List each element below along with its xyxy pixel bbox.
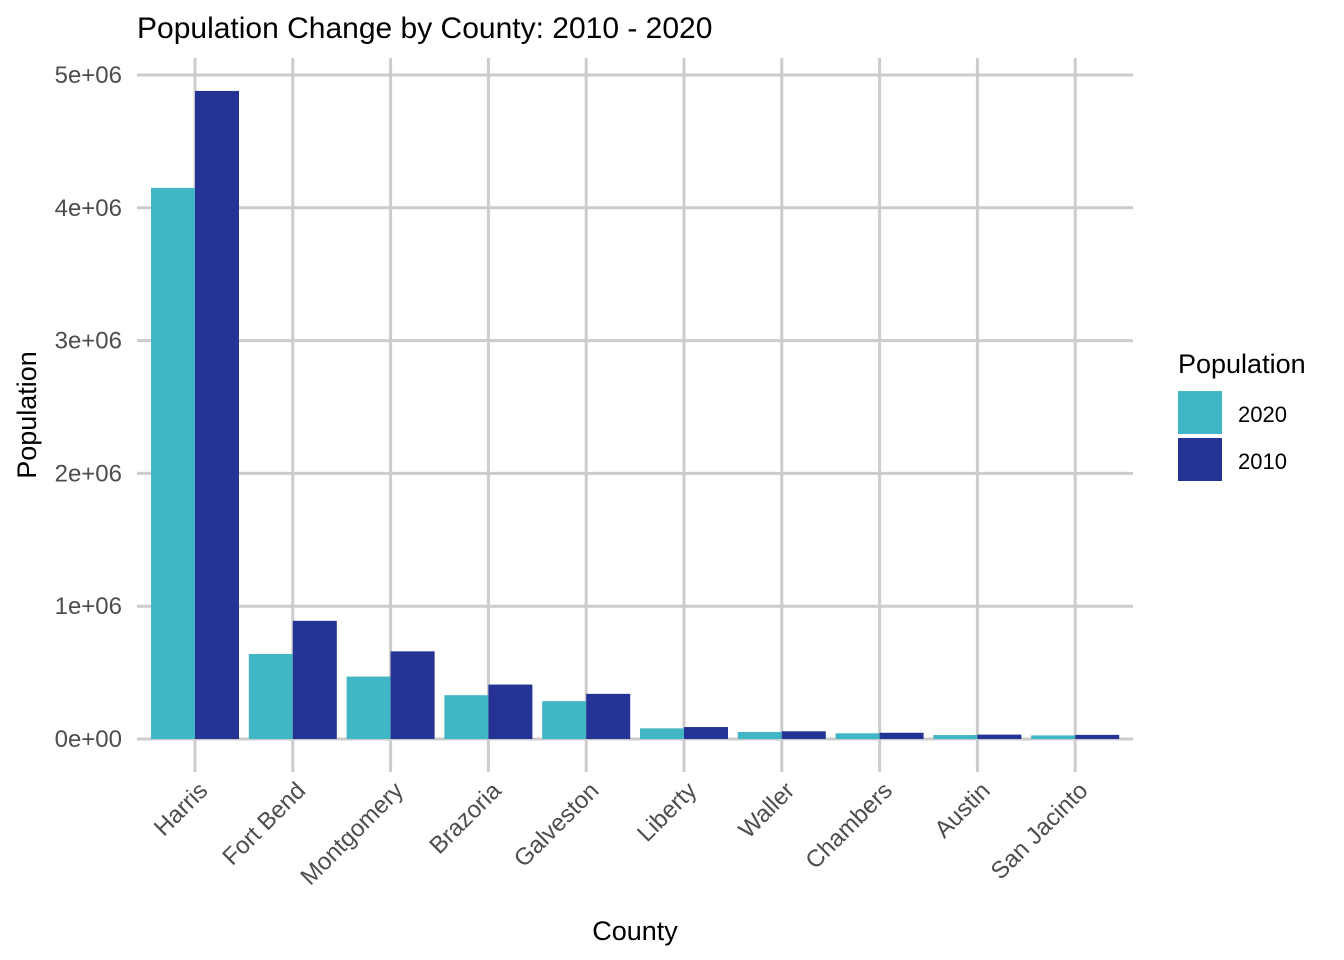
bar-2010-austin	[977, 734, 1022, 739]
x-tick-label: Montgomery	[295, 777, 408, 890]
bar-2010-montgomery	[390, 651, 435, 739]
y-tick-label: 3e+06	[55, 328, 122, 355]
y-tick-labels: 0e+00 1e+06 2e+06 3e+06 4e+06 5e+06	[55, 62, 122, 753]
bar-2010-waller	[781, 731, 826, 739]
y-tick-label: 0e+00	[55, 726, 122, 753]
y-tick-label: 4e+06	[55, 195, 122, 222]
bar-2010-brazoria	[488, 684, 533, 739]
x-tick-label: Galveston	[509, 777, 605, 873]
bar-2010-chambers	[879, 732, 924, 739]
chart-title: Population Change by County: 2010 - 2020	[137, 12, 712, 45]
bar-2020-fort-bend	[248, 654, 293, 739]
legend: Population 2020 2010	[1178, 349, 1306, 481]
x-tick-label: Harris	[149, 777, 213, 841]
bar-2020-liberty	[640, 728, 684, 739]
x-axis-title: County	[592, 916, 678, 946]
bar-2020-brazoria	[444, 695, 489, 739]
bar-2010-galveston	[586, 693, 631, 739]
legend-label-2020: 2020	[1238, 402, 1287, 427]
y-tick-label: 1e+06	[55, 593, 122, 620]
bar-2020-waller	[737, 731, 782, 739]
x-tick-label: Fort Bend	[217, 777, 311, 871]
y-axis-title: Population	[12, 351, 42, 479]
legend-swatch-2020	[1178, 391, 1222, 434]
bar-2020-austin	[933, 735, 978, 739]
bar-2010-liberty	[684, 727, 728, 739]
bar-2010-fort-bend	[292, 620, 337, 739]
bar-2020-galveston	[542, 701, 587, 739]
bar-2020-montgomery	[346, 676, 391, 739]
x-tick-label: Waller	[733, 777, 800, 844]
x-tick-label: Liberty	[632, 777, 702, 847]
bar-2020-san-jacinto	[1031, 735, 1076, 739]
x-tick-label: Austin	[929, 777, 995, 843]
legend-title: Population	[1178, 349, 1306, 379]
bar-2010-harris	[195, 90, 239, 740]
bars	[151, 90, 1120, 740]
bar-2010-san-jacinto	[1075, 734, 1120, 739]
gridlines	[137, 58, 1133, 772]
legend-swatch-2010	[1178, 438, 1222, 481]
y-tick-label: 5e+06	[55, 62, 122, 89]
bar-2020-harris	[151, 187, 195, 739]
x-tick-label: Chambers	[800, 777, 897, 874]
bar-2020-chambers	[835, 733, 880, 739]
legend-label-2010: 2010	[1238, 449, 1287, 474]
x-tick-label: San Jacinto	[986, 777, 1094, 885]
x-tick-label: Brazoria	[424, 777, 507, 860]
y-tick-label: 2e+06	[55, 460, 122, 487]
